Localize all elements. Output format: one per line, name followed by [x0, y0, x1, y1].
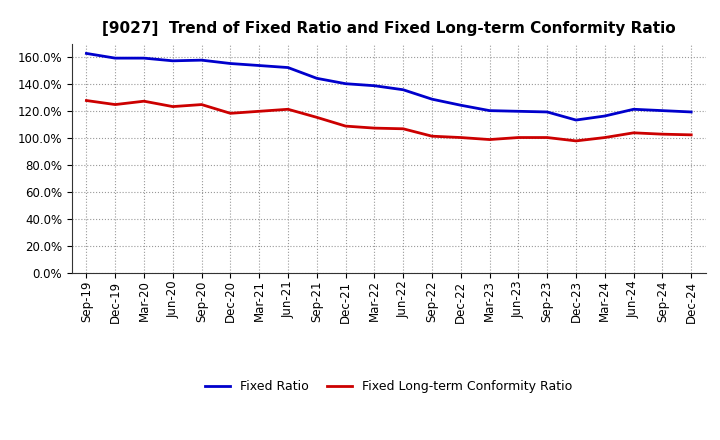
Legend: Fixed Ratio, Fixed Long-term Conformity Ratio: Fixed Ratio, Fixed Long-term Conformity … — [200, 375, 577, 398]
Fixed Long-term Conformity Ratio — [140, 99, 148, 104]
Fixed Ratio — [82, 51, 91, 56]
Fixed Long-term Conformity Ratio — [226, 111, 235, 116]
Fixed Ratio — [543, 109, 552, 114]
Fixed Ratio — [111, 55, 120, 61]
Fixed Ratio — [312, 76, 321, 81]
Fixed Ratio — [370, 83, 379, 88]
Line: Fixed Long-term Conformity Ratio: Fixed Long-term Conformity Ratio — [86, 100, 691, 141]
Line: Fixed Ratio: Fixed Ratio — [86, 53, 691, 120]
Fixed Long-term Conformity Ratio — [82, 98, 91, 103]
Fixed Long-term Conformity Ratio — [341, 124, 350, 129]
Fixed Long-term Conformity Ratio — [485, 137, 494, 142]
Fixed Ratio — [485, 108, 494, 113]
Fixed Long-term Conformity Ratio — [428, 134, 436, 139]
Fixed Ratio — [428, 96, 436, 102]
Fixed Ratio — [255, 63, 264, 68]
Fixed Ratio — [341, 81, 350, 86]
Fixed Ratio — [600, 114, 609, 119]
Fixed Ratio — [658, 108, 667, 113]
Fixed Long-term Conformity Ratio — [111, 102, 120, 107]
Fixed Long-term Conformity Ratio — [197, 102, 206, 107]
Fixed Long-term Conformity Ratio — [514, 135, 523, 140]
Fixed Long-term Conformity Ratio — [168, 104, 177, 109]
Fixed Long-term Conformity Ratio — [456, 135, 465, 140]
Fixed Ratio — [514, 109, 523, 114]
Fixed Long-term Conformity Ratio — [255, 109, 264, 114]
Fixed Long-term Conformity Ratio — [370, 125, 379, 131]
Fixed Long-term Conformity Ratio — [572, 138, 580, 143]
Fixed Ratio — [687, 109, 696, 114]
Fixed Ratio — [168, 58, 177, 63]
Fixed Ratio — [284, 65, 292, 70]
Fixed Ratio — [629, 106, 638, 112]
Title: [9027]  Trend of Fixed Ratio and Fixed Long-term Conformity Ratio: [9027] Trend of Fixed Ratio and Fixed Lo… — [102, 21, 675, 36]
Fixed Long-term Conformity Ratio — [399, 126, 408, 132]
Fixed Long-term Conformity Ratio — [600, 135, 609, 140]
Fixed Ratio — [456, 103, 465, 108]
Fixed Ratio — [140, 55, 148, 61]
Fixed Long-term Conformity Ratio — [284, 106, 292, 112]
Fixed Long-term Conformity Ratio — [543, 135, 552, 140]
Fixed Ratio — [399, 87, 408, 92]
Fixed Long-term Conformity Ratio — [658, 132, 667, 137]
Fixed Ratio — [572, 117, 580, 123]
Fixed Long-term Conformity Ratio — [687, 132, 696, 137]
Fixed Ratio — [226, 61, 235, 66]
Fixed Long-term Conformity Ratio — [312, 115, 321, 120]
Fixed Ratio — [197, 58, 206, 63]
Fixed Long-term Conformity Ratio — [629, 130, 638, 136]
